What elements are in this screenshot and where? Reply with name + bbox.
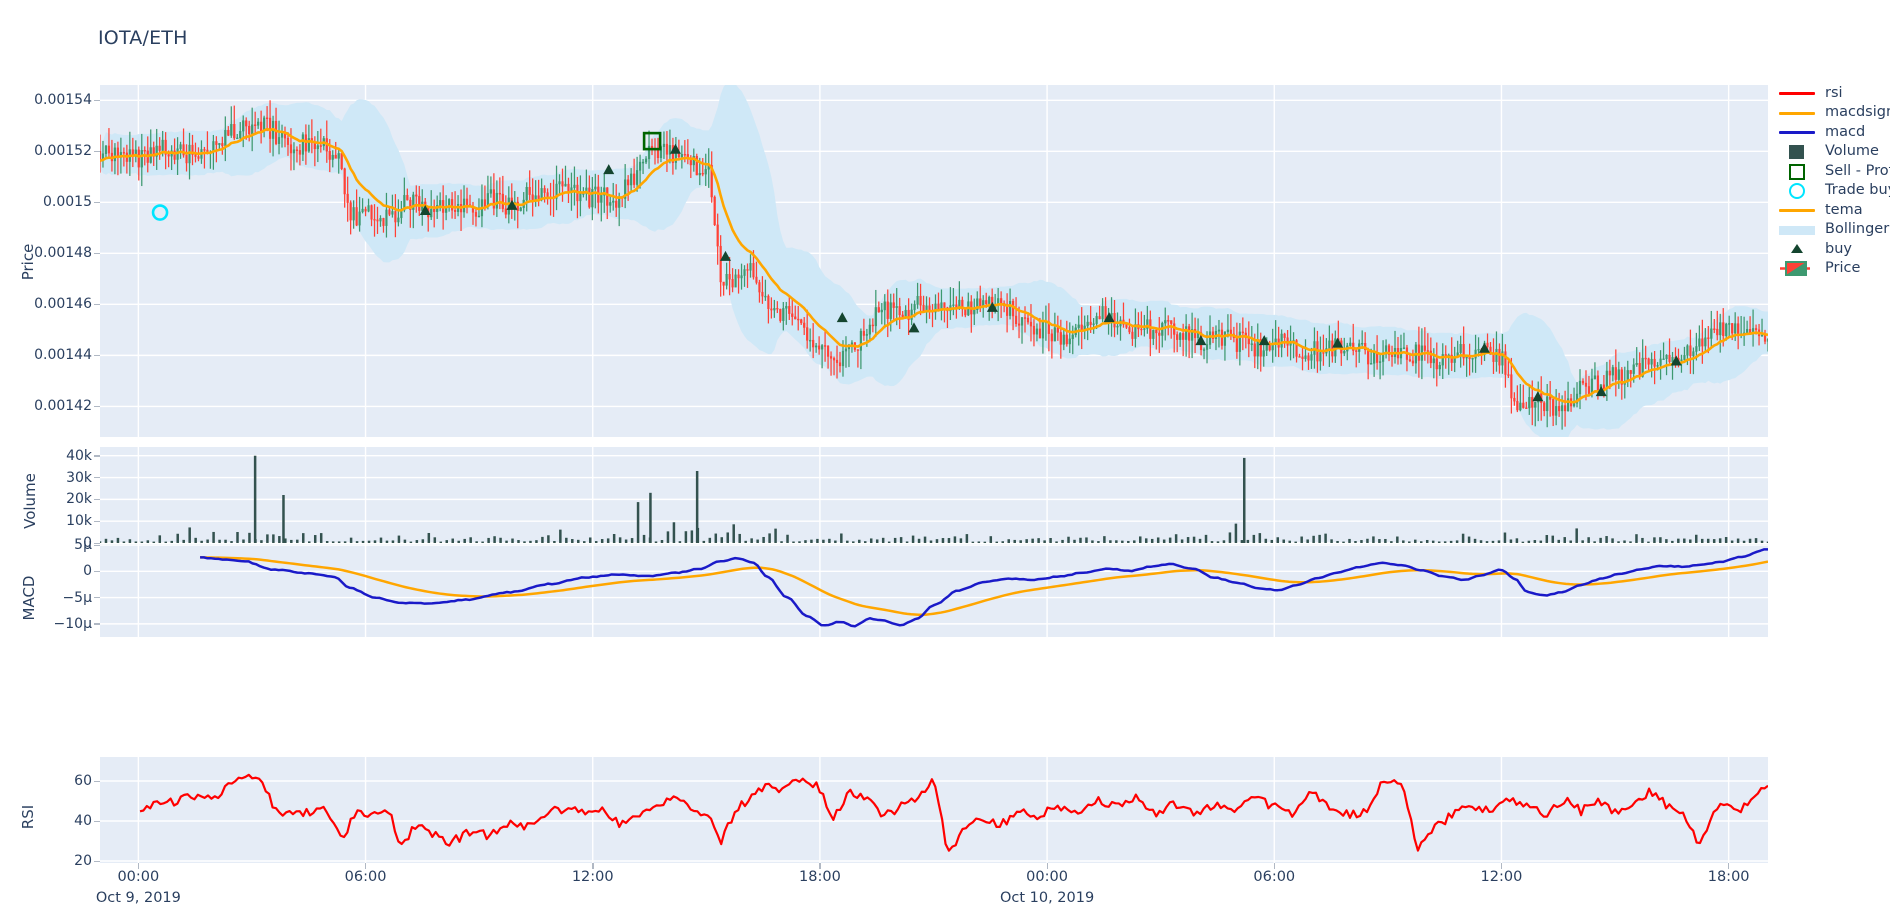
legend-item-volume[interactable]: Volume <box>1775 142 1890 162</box>
price-y-tick-label: 0.0015 <box>43 194 92 211</box>
x-tick-mark <box>819 863 821 869</box>
vol-y-tick-mark <box>94 455 100 457</box>
rsi-y-tick-label: 20 <box>74 853 92 869</box>
legend-item-sell-profit[interactable]: Sell - Profit <box>1775 161 1890 181</box>
rsi-subplot <box>100 757 1768 863</box>
price-y-tick-mark <box>94 99 100 102</box>
legend-item-label: Trade buy <box>1825 182 1890 199</box>
legend-item-label: macdsignal <box>1825 104 1890 121</box>
legend-square-swatch-icon <box>1775 142 1819 161</box>
legend-item-label: Bollinger Band <box>1825 221 1890 238</box>
price-y-tick-label: 0.00146 <box>34 296 92 313</box>
vol-y-tick-mark <box>94 477 100 479</box>
legend-line-swatch-icon <box>1775 83 1819 102</box>
legend-item-price[interactable]: Price <box>1775 259 1890 279</box>
legend-item-label: Price <box>1825 260 1861 277</box>
vol-y-tick-label: 30k <box>66 469 92 486</box>
x-tick-label: 00:00 <box>1026 869 1068 885</box>
legend-item-macdsignal[interactable]: macdsignal <box>1775 103 1890 123</box>
macd-y-tick-label: 5µ <box>74 537 92 554</box>
legend-triangle-swatch-icon <box>1775 239 1819 258</box>
rsi-y-tick-label: 60 <box>74 773 92 789</box>
price-y-tick-mark <box>94 150 100 153</box>
chart-legend[interactable]: rsi macdsignal macd Volume Sell - Profit Trad… <box>1775 83 1890 278</box>
price-y-tick-mark <box>94 405 100 408</box>
x-tick-mark <box>592 863 594 869</box>
legend-band-swatch-icon <box>1775 220 1819 239</box>
x-tick-mark <box>1728 863 1730 869</box>
price-axis-title: Price <box>19 243 37 281</box>
legend-item-label: Volume <box>1825 143 1879 160</box>
legend-line-swatch-icon <box>1775 103 1819 122</box>
vol-y-tick-label: 0 <box>83 535 92 551</box>
legend-open-square-swatch-icon <box>1775 161 1819 181</box>
legend-item-label: rsi <box>1825 84 1843 101</box>
legend-item-macd[interactable]: macd <box>1775 122 1890 142</box>
legend-item-label: tema <box>1825 201 1863 218</box>
legend-item-trade-buy[interactable]: Trade buy <box>1775 181 1890 201</box>
vol-y-tick-mark <box>94 520 100 522</box>
macd-y-tick-mark <box>94 570 100 573</box>
vol-y-tick-label: 40k <box>66 447 92 464</box>
legend-candlestick-swatch-icon <box>1775 259 1819 278</box>
candlestick-glyph <box>1780 260 1810 276</box>
macd-y-tick-mark <box>94 544 100 546</box>
x-tick-mark <box>1046 863 1048 869</box>
macd-subplot <box>100 544 1768 637</box>
macd-y-tick-label: −10µ <box>53 615 92 632</box>
legend-item-label: buy <box>1825 240 1852 257</box>
x-tick-label: 06:00 <box>344 869 387 885</box>
x-tick-label: 12:00 <box>571 869 614 885</box>
price-y-tick-label: 0.00142 <box>34 398 92 415</box>
price-y-tick-label: 0.00154 <box>34 92 92 109</box>
macd-y-tick-mark <box>94 597 100 599</box>
price-y-tick-mark <box>94 303 100 306</box>
macd-y-tick-label: −5µ <box>62 589 92 606</box>
x-tick-label: 06:00 <box>1253 869 1296 885</box>
legend-line-swatch-icon <box>1775 122 1819 141</box>
legend-open-circle-swatch-icon <box>1775 181 1819 200</box>
price-y-tick-mark <box>94 354 100 357</box>
legend-item-label: Sell - Profit <box>1825 162 1890 179</box>
x-tick-mark <box>1273 863 1276 869</box>
x-tick-label: 18:00 <box>1707 869 1750 885</box>
vol-y-tick-mark <box>94 542 100 544</box>
price-y-tick-label: 0.00148 <box>34 245 92 262</box>
legend-item-tema[interactable]: tema <box>1775 200 1890 220</box>
rsi-y-tick-mark <box>94 780 100 782</box>
legend-line-swatch-icon <box>1775 200 1819 219</box>
x-tick-label: 18:00 <box>799 869 841 885</box>
page-title: IOTA/ETH <box>98 27 188 49</box>
rsi-y-tick-label: 40 <box>74 813 92 829</box>
x-date-label: Oct 10, 2019 <box>999 890 1095 906</box>
x-tick-label: 12:00 <box>1480 869 1523 885</box>
x-tick-mark <box>365 863 367 869</box>
macd-y-tick-label: 0 <box>83 563 92 580</box>
price-y-tick-mark <box>94 201 100 204</box>
x-tick-label: 00:00 <box>117 869 160 885</box>
price-y-tick-label: 0.00152 <box>34 143 92 160</box>
x-tick-mark <box>137 863 140 869</box>
vol-y-tick-mark <box>94 498 100 501</box>
vol-y-tick-label: 20k <box>66 491 92 508</box>
vol-y-tick-label: 10k <box>66 513 92 530</box>
legend-item-label: macd <box>1825 123 1866 140</box>
legend-item-buy[interactable]: buy <box>1775 239 1890 259</box>
price-subplot <box>100 85 1768 437</box>
price-y-tick-label: 0.00144 <box>34 347 92 364</box>
x-tick-mark <box>1500 863 1503 869</box>
rsi-y-tick-mark <box>94 820 100 822</box>
price-y-tick-mark <box>94 252 100 255</box>
legend-item-bollinger-band[interactable]: Bollinger Band <box>1775 220 1890 240</box>
legend-item-rsi[interactable]: rsi <box>1775 83 1890 103</box>
macd-y-tick-mark <box>94 623 100 625</box>
x-date-label: Oct 9, 2019 <box>95 890 181 906</box>
volume-subplot <box>100 447 1768 543</box>
rsi-y-tick-mark <box>94 860 100 862</box>
